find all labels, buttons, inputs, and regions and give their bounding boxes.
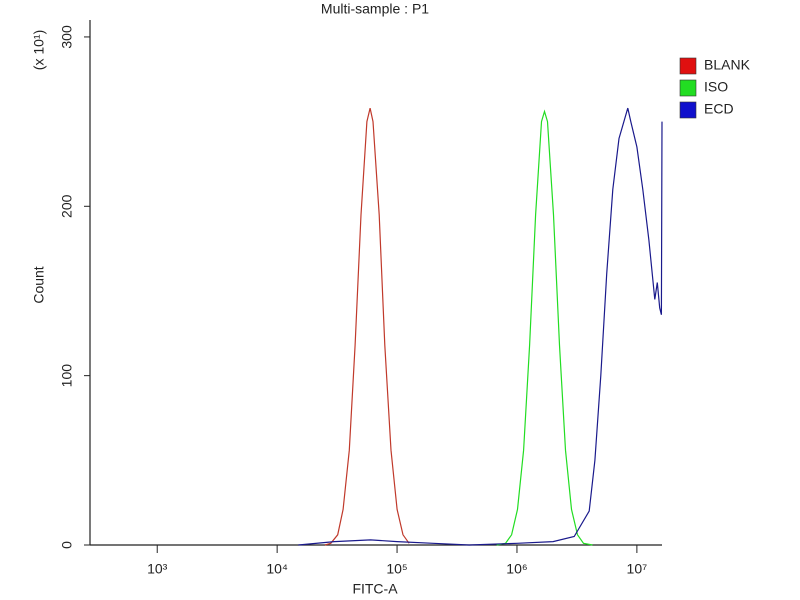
series-line bbox=[298, 107, 663, 546]
legend-swatch bbox=[679, 57, 697, 75]
legend-swatch bbox=[679, 101, 697, 119]
chart-title: Multi-sample : P1 bbox=[321, 1, 429, 17]
y-tick-label: 100 bbox=[59, 364, 75, 388]
legend-swatch bbox=[679, 79, 697, 97]
y-tick-label: 300 bbox=[59, 25, 75, 49]
x-tick-label: 10³ bbox=[147, 561, 168, 577]
series-line bbox=[496, 109, 593, 546]
legend-label: BLANK bbox=[704, 57, 751, 73]
x-tick-label: 10⁴ bbox=[266, 561, 288, 577]
y-tick-label: 0 bbox=[59, 541, 75, 549]
y-tick-label: 200 bbox=[59, 194, 75, 218]
x-tick-label: 10⁷ bbox=[627, 561, 648, 577]
y-multiplier: (x 10¹) bbox=[31, 30, 47, 70]
y-axis-label: Count bbox=[31, 266, 47, 303]
x-tick-label: 10⁵ bbox=[386, 561, 407, 577]
x-axis-label: FITC-A bbox=[352, 581, 398, 597]
series-line bbox=[324, 107, 410, 546]
legend-label: ISO bbox=[704, 79, 728, 95]
x-tick-label: 10⁶ bbox=[506, 561, 527, 577]
legend-label: ECD bbox=[704, 101, 734, 117]
